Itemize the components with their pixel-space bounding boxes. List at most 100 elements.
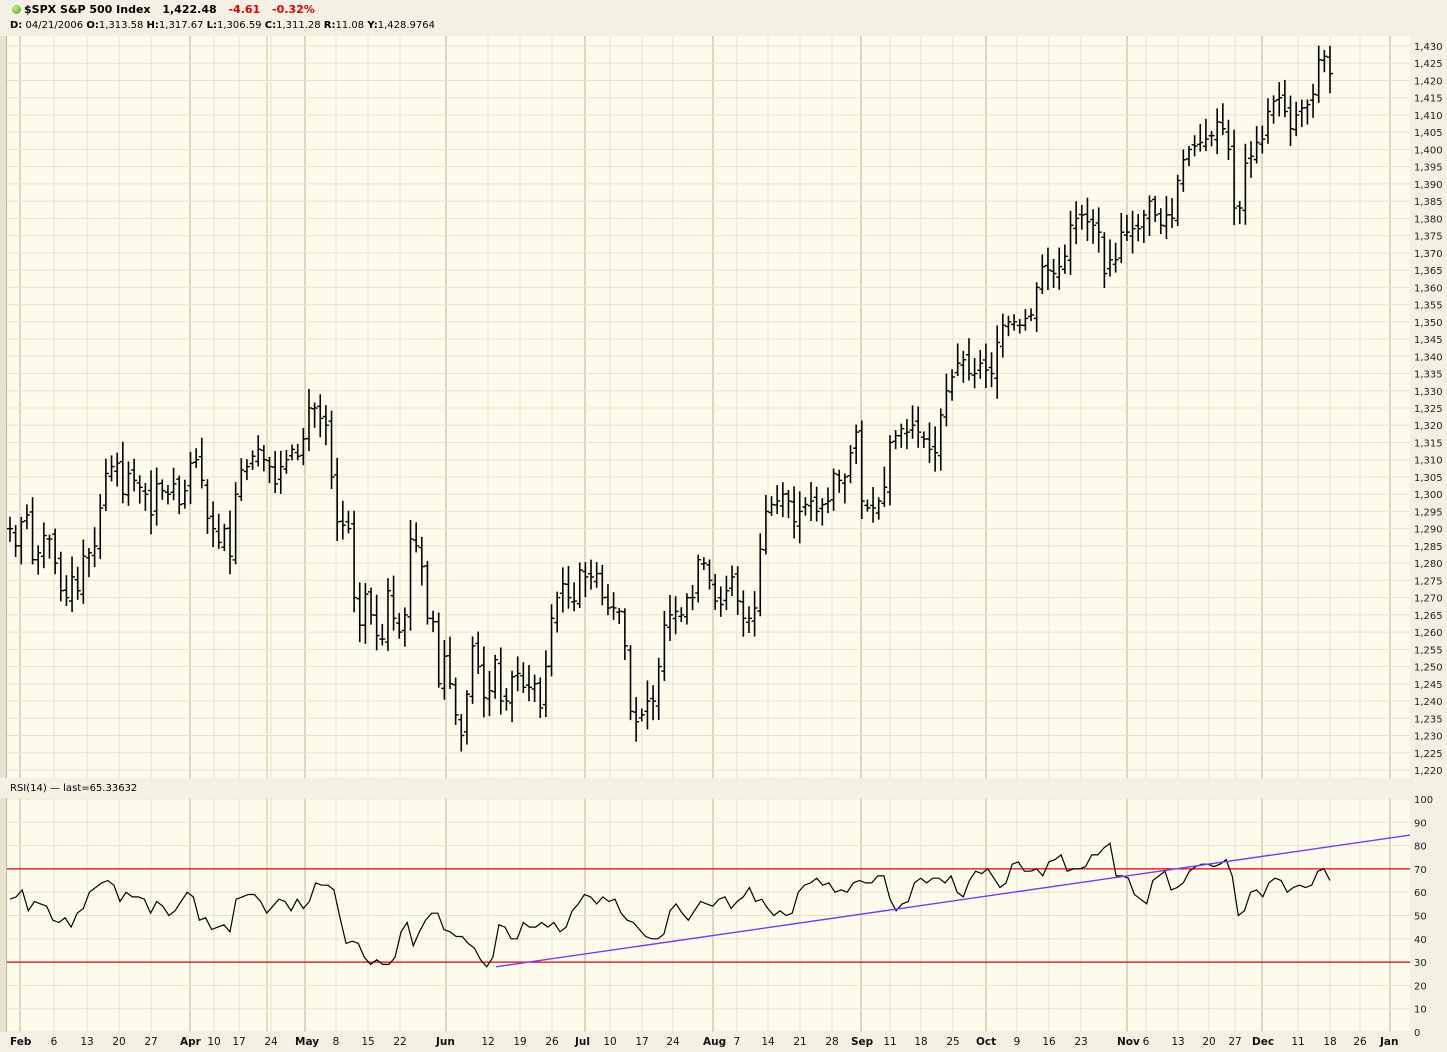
high-label: H: xyxy=(146,20,159,31)
svg-text:26: 26 xyxy=(1353,1036,1367,1048)
svg-text:1,230: 1,230 xyxy=(1414,732,1443,743)
svg-text:1,310: 1,310 xyxy=(1414,456,1443,467)
svg-text:1,225: 1,225 xyxy=(1414,749,1443,760)
svg-text:1,290: 1,290 xyxy=(1414,525,1443,536)
svg-text:1,260: 1,260 xyxy=(1414,628,1443,639)
svg-text:20: 20 xyxy=(112,1036,125,1048)
svg-text:Sep: Sep xyxy=(851,1036,874,1048)
svg-text:50: 50 xyxy=(1414,912,1427,923)
svg-text:12: 12 xyxy=(481,1036,494,1048)
svg-text:Aug: Aug xyxy=(703,1036,726,1048)
svg-text:8: 8 xyxy=(333,1036,340,1048)
svg-text:May: May xyxy=(295,1036,319,1048)
svg-text:18: 18 xyxy=(914,1036,927,1048)
svg-text:1,355: 1,355 xyxy=(1414,301,1443,312)
symbol-title-row: $SPX S&P 500 Index 1,422.48 -4.61 -0.32% xyxy=(12,3,315,16)
svg-text:80: 80 xyxy=(1414,842,1427,853)
date-label: D: xyxy=(10,20,23,31)
svg-text:1,245: 1,245 xyxy=(1414,680,1443,691)
svg-text:90: 90 xyxy=(1414,818,1427,829)
open-value: 1,313.58 xyxy=(98,20,144,31)
svg-text:1,430: 1,430 xyxy=(1414,42,1443,53)
svg-text:Apr: Apr xyxy=(180,1036,202,1048)
green-dot-icon xyxy=(12,5,21,14)
svg-text:0: 0 xyxy=(1414,1028,1420,1039)
svg-text:1,350: 1,350 xyxy=(1414,318,1443,329)
svg-text:21: 21 xyxy=(793,1036,806,1048)
svg-text:1,370: 1,370 xyxy=(1414,249,1443,260)
range-label: R: xyxy=(323,20,336,31)
svg-text:1,420: 1,420 xyxy=(1414,76,1443,87)
svg-text:1,385: 1,385 xyxy=(1414,197,1443,208)
left-scroll-edge xyxy=(0,36,7,1052)
svg-text:1,270: 1,270 xyxy=(1414,594,1443,605)
low-value: 1,306.59 xyxy=(217,20,262,31)
svg-text:1,295: 1,295 xyxy=(1414,507,1443,518)
rsi-title: RSI(14) xyxy=(10,783,47,794)
open-label: O: xyxy=(86,20,99,31)
svg-text:20: 20 xyxy=(1202,1036,1215,1048)
rsi-last-value: last=65.33632 xyxy=(63,783,138,794)
svg-text:1,315: 1,315 xyxy=(1414,438,1443,449)
cursor-y-value: 1,428.9764 xyxy=(377,20,435,31)
svg-text:Nov: Nov xyxy=(1117,1036,1140,1048)
svg-text:1,280: 1,280 xyxy=(1414,559,1443,570)
svg-text:1,240: 1,240 xyxy=(1414,697,1443,708)
high-value: 1,317.67 xyxy=(158,20,204,31)
svg-text:11: 11 xyxy=(883,1036,896,1048)
svg-text:1,360: 1,360 xyxy=(1414,283,1443,294)
last-price: 1,422.48 xyxy=(162,3,217,16)
svg-text:10: 10 xyxy=(207,1036,220,1048)
ohlc-info-row: D: 04/21/2006 O:1,313.58 H:1,317.67 L:1,… xyxy=(10,20,435,31)
svg-text:9: 9 xyxy=(1014,1036,1021,1048)
svg-text:Dec: Dec xyxy=(1252,1036,1274,1048)
close-value: 1,311.28 xyxy=(276,20,321,31)
svg-text:40: 40 xyxy=(1414,935,1427,946)
svg-text:23: 23 xyxy=(1074,1036,1087,1048)
price-panel[interactable] xyxy=(7,36,1410,778)
svg-text:1,335: 1,335 xyxy=(1414,370,1443,381)
close-label: C: xyxy=(264,20,277,31)
svg-text:Jul: Jul xyxy=(574,1036,590,1048)
svg-text:27: 27 xyxy=(144,1036,157,1048)
date-value: 04/21/2006 xyxy=(25,20,84,31)
price-change: -4.61 xyxy=(228,3,261,16)
svg-text:28: 28 xyxy=(825,1036,838,1048)
chart-header: $SPX S&P 500 Index 1,422.48 -4.61 -0.32%… xyxy=(0,0,1447,36)
svg-text:30: 30 xyxy=(1414,958,1427,969)
svg-text:1,320: 1,320 xyxy=(1414,421,1443,432)
svg-text:17: 17 xyxy=(635,1036,648,1048)
svg-text:1,400: 1,400 xyxy=(1414,145,1443,156)
svg-text:1,340: 1,340 xyxy=(1414,352,1443,363)
svg-text:1,415: 1,415 xyxy=(1414,94,1443,105)
svg-text:24: 24 xyxy=(264,1036,278,1048)
price-change-pct: -0.32% xyxy=(272,3,315,16)
svg-text:1,305: 1,305 xyxy=(1414,473,1443,484)
svg-text:1,255: 1,255 xyxy=(1414,645,1443,656)
svg-text:100: 100 xyxy=(1414,795,1433,806)
svg-text:1,365: 1,365 xyxy=(1414,266,1443,277)
svg-text:1,375: 1,375 xyxy=(1414,232,1443,243)
svg-text:1,250: 1,250 xyxy=(1414,663,1443,674)
svg-text:1,425: 1,425 xyxy=(1414,59,1443,70)
svg-text:10: 10 xyxy=(1414,1005,1427,1016)
svg-text:22: 22 xyxy=(393,1036,406,1048)
svg-text:Feb: Feb xyxy=(10,1036,32,1048)
svg-text:1,405: 1,405 xyxy=(1414,128,1443,139)
svg-text:26: 26 xyxy=(545,1036,559,1048)
svg-text:25: 25 xyxy=(946,1036,959,1048)
svg-text:18: 18 xyxy=(1323,1036,1336,1048)
svg-text:10: 10 xyxy=(603,1036,616,1048)
svg-text:1,410: 1,410 xyxy=(1414,111,1443,122)
rsi-legend-line-icon: — xyxy=(49,783,60,794)
range-value: 11.08 xyxy=(335,20,365,31)
rsi-legend: RSI(14) — last=65.33632 xyxy=(10,783,137,794)
svg-text:Oct: Oct xyxy=(976,1036,996,1048)
svg-text:70: 70 xyxy=(1414,865,1427,876)
svg-text:1,300: 1,300 xyxy=(1414,490,1443,501)
svg-text:6: 6 xyxy=(51,1036,58,1048)
svg-text:13: 13 xyxy=(1171,1036,1184,1048)
svg-text:24: 24 xyxy=(666,1036,680,1048)
svg-text:1,265: 1,265 xyxy=(1414,611,1443,622)
